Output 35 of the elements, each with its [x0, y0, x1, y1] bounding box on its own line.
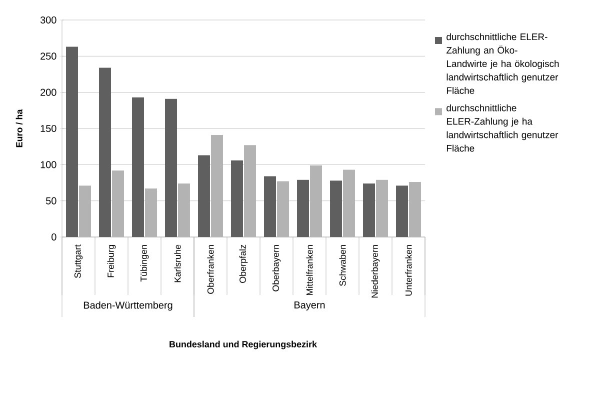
y-tick-label: 50: [46, 197, 56, 204]
x-tick-label: Oberpfalz: [239, 244, 248, 283]
x-tick-label: Stuttgart: [74, 244, 83, 278]
bar: [132, 97, 144, 237]
bar: [297, 180, 310, 237]
y-tick-label: 250: [40, 52, 56, 60]
x-tick-label: Karlsruhe: [174, 244, 181, 282]
y-tick-label: 0: [52, 233, 56, 241]
bar: [363, 183, 376, 237]
x-tick-label: Schwaben: [339, 245, 346, 286]
x-tick-label: Mittelfranken: [306, 245, 313, 296]
y-tick-label: 200: [40, 88, 56, 96]
x-tick-label: Oberfranken: [207, 245, 214, 294]
y-tick-label: 150: [40, 124, 56, 132]
bar: [165, 98, 177, 237]
bar: [264, 176, 276, 237]
bar: [396, 186, 408, 237]
bar: [330, 180, 342, 237]
x-tick-label: Tübingen: [140, 245, 149, 282]
y-axis-title: Euro / ha: [16, 109, 22, 148]
x-tick-label: Freiburg: [107, 245, 116, 278]
x-tick-label: Niederbayern: [371, 245, 380, 298]
text: Baden-Württemberg: [84, 301, 172, 311]
text: Bayern: [294, 302, 325, 310]
bar: [66, 46, 78, 237]
bar: [231, 160, 243, 237]
bar: [99, 68, 111, 237]
bar: [198, 155, 210, 237]
x-axis-title: Bundesland und Regierungsbezirk: [170, 340, 317, 350]
x-tick-label: Unterfranken: [405, 245, 412, 296]
y-tick-label: 300: [40, 16, 56, 24]
y-tick-label: 100: [40, 161, 56, 168]
legend-label: durchschnittliche ELER-Zahlung je ha landwirtschaftlich genutzer Fläche: [446, 104, 558, 152]
x-tick-label: Oberbayern: [272, 245, 281, 292]
legend-label: durchschnittliche ELER-Zahlung an Öko-Landwirte je ha ökologisch landwirtschaftlich genutzer Fläche: [446, 33, 559, 94]
